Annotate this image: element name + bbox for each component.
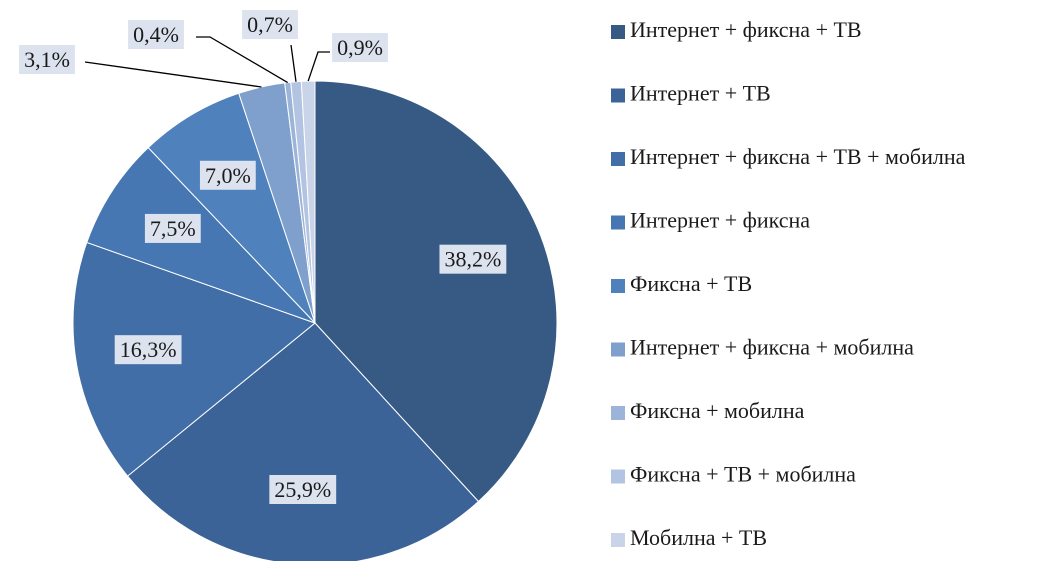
legend-swatch — [611, 25, 625, 39]
legend-label: Интернет + ТВ — [630, 81, 771, 106]
legend-label: Фиксна + ТВ — [630, 271, 752, 296]
data-label-bg — [199, 160, 256, 190]
data-label: 7,0% — [205, 163, 251, 188]
leader-line — [307, 51, 330, 82]
legend-label: Интернет + фиксна + ТВ + мобилна — [630, 144, 966, 169]
leader-line — [84, 61, 262, 88]
pie-slice — [314, 80, 558, 503]
legend-label: Фиксна + мобилна — [630, 398, 805, 423]
leader-line — [196, 36, 289, 84]
legend-label: Мобилна + ТВ — [630, 525, 767, 550]
legend-label: Интернет + фиксна + мобилна — [630, 335, 914, 360]
data-label: 38,2% — [444, 247, 501, 272]
legend-swatch — [611, 342, 625, 357]
legend-swatch — [611, 88, 625, 103]
pie-slice — [126, 322, 480, 561]
data-label: 0,4% — [133, 22, 179, 47]
data-label-bg — [19, 45, 75, 75]
data-label-bg — [439, 244, 507, 274]
data-label: 0,7% — [247, 12, 293, 37]
legend-swatch — [611, 279, 625, 293]
legend-label: Интернет + фиксна — [630, 208, 810, 233]
data-label-bg — [242, 10, 298, 40]
data-label: 25,9% — [274, 477, 331, 502]
data-label: 3,1% — [24, 47, 70, 72]
data-label: 0,9% — [337, 35, 383, 60]
data-label-bg — [144, 213, 201, 243]
legend-swatch — [611, 469, 625, 484]
legend-label: Интернет + фиксна + ТВ — [630, 17, 862, 42]
legend-label: Фиксна + ТВ + мобилна — [630, 462, 856, 487]
pie-slice — [72, 241, 317, 477]
legend-swatch — [611, 533, 625, 547]
leader-line — [290, 44, 297, 82]
pie-slice — [86, 146, 316, 324]
pie-slice — [147, 92, 316, 324]
legend-swatch — [611, 215, 625, 230]
legend-swatch — [611, 406, 625, 420]
data-label-bg — [332, 33, 388, 63]
legend-swatch — [611, 152, 625, 166]
data-label: 16,3% — [120, 337, 177, 362]
data-label-bg — [114, 335, 182, 365]
data-label-bg — [128, 20, 184, 50]
data-label-bg — [269, 475, 337, 505]
data-label: 7,5% — [150, 216, 196, 241]
